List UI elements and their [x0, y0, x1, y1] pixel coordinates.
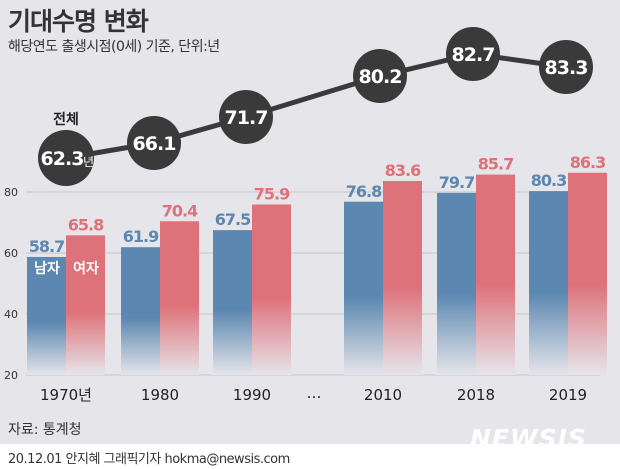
bar-male — [437, 192, 476, 375]
bar-value-label: 75.9 — [254, 185, 290, 204]
total-value-label: 83.3 — [545, 57, 588, 79]
bar-female — [568, 172, 607, 375]
bar-female — [66, 235, 105, 375]
total-value-label: 62.3 — [41, 148, 84, 170]
total-series-label: 전체 — [53, 111, 79, 128]
bar-male — [121, 247, 160, 375]
bar-value-label: 76.8 — [346, 182, 382, 201]
x-tick-label: 1980 — [141, 386, 179, 404]
bar-female — [252, 204, 291, 375]
total-value-label: 82.7 — [452, 44, 495, 66]
bar-male — [27, 256, 66, 375]
bar-value-label: 80.3 — [531, 171, 566, 190]
total-point — [539, 40, 593, 94]
total-point — [38, 130, 94, 186]
total-value-label: 80.2 — [359, 66, 402, 88]
bar-female — [383, 181, 422, 375]
bar-value-label: 67.5 — [215, 210, 251, 229]
bar-value-label: 79.7 — [439, 173, 474, 192]
axis-break-label: … — [307, 384, 322, 402]
bar-value-label: 70.4 — [162, 201, 198, 220]
bar-value-label: 83.6 — [385, 161, 421, 180]
y-tick-label: 40 — [4, 308, 18, 321]
footer — [0, 444, 620, 469]
bar-male — [529, 191, 568, 375]
bar-female — [160, 221, 199, 375]
total-value-label: 71.7 — [225, 107, 268, 129]
unit-label: 년 — [83, 155, 94, 169]
chart-subtitle: 해당연도 출생시점(0세) 기준, 단위:년 — [8, 39, 220, 55]
legend-female: 여자 — [73, 260, 99, 277]
bar-value-label: 85.7 — [478, 155, 513, 174]
y-tick-label: 20 — [4, 369, 18, 382]
total-point — [353, 49, 407, 103]
credit-line: 20.12.01 안지혜 그래픽기자 hokma@newsis.com — [8, 452, 290, 467]
x-tick-label: 2010 — [364, 386, 402, 404]
legend-male: 남자 — [34, 260, 60, 277]
x-tick-label: 2019 — [549, 386, 587, 404]
x-tick-label: 2018 — [457, 386, 495, 404]
chart: 20 40 60 80 58.765.8 1970년 61.970.4 1980 67.575.… — [4, 27, 607, 404]
y-tick-label: 80 — [4, 186, 18, 199]
newsis-logo: NEWSIS — [470, 424, 587, 453]
bar-value-label: 61.9 — [123, 227, 159, 246]
total-point — [127, 116, 181, 170]
bar-value-label: 58.7 — [29, 237, 64, 256]
bar-male — [213, 230, 252, 375]
total-point — [219, 90, 273, 144]
total-point — [446, 27, 500, 81]
bar-value-label: 86.3 — [570, 153, 605, 172]
x-tick-label: 1970년 — [40, 386, 92, 404]
chart-title: 기대수명 변화 — [8, 7, 149, 36]
x-tick-label: 1990 — [233, 386, 271, 404]
source-note: 자료: 통계청 — [8, 422, 82, 438]
bar-male — [344, 201, 383, 375]
total-value-label: 66.1 — [133, 133, 176, 155]
bar-value-label: 65.8 — [68, 215, 104, 234]
y-tick-label: 60 — [4, 247, 18, 260]
bar-female — [476, 174, 515, 375]
